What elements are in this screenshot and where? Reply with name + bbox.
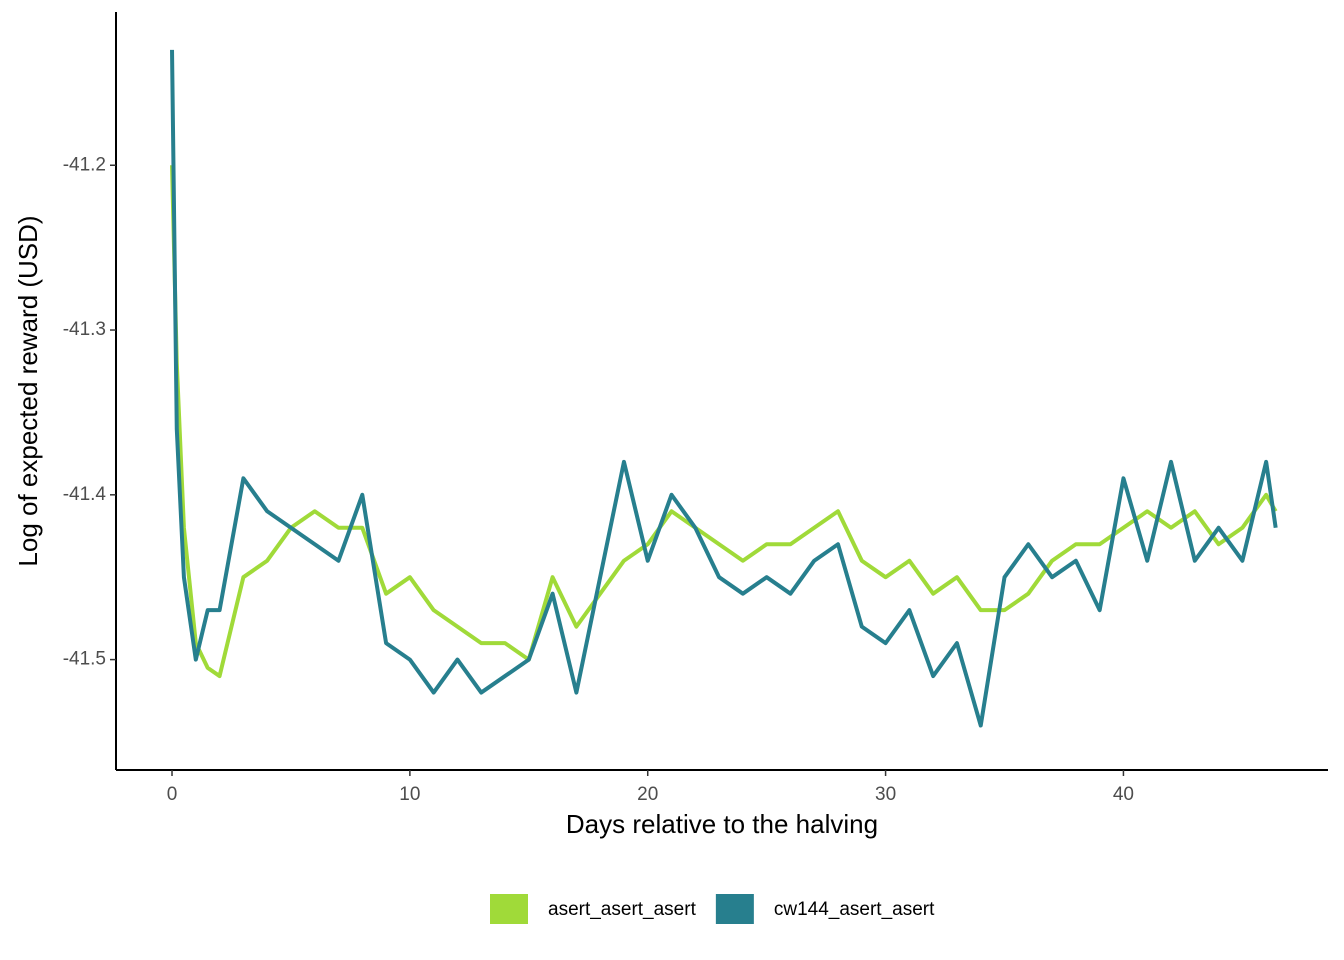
- legend-swatch: [715, 894, 754, 924]
- line: [170, 49, 1278, 728]
- x-tick-label: 10: [399, 784, 420, 805]
- x-axis-label: Days relative to the halving: [566, 809, 878, 839]
- y-tick-label: -41.5: [63, 649, 106, 670]
- line: [170, 165, 1278, 679]
- legend-label: cw144_asert_asert: [774, 899, 935, 920]
- x-tick-label: 30: [875, 784, 896, 805]
- y-tick-label: -41.4: [63, 484, 107, 505]
- x-tick-label: 40: [1113, 784, 1134, 805]
- x-tick-label: 20: [637, 784, 658, 805]
- legend-label: asert_asert_asert: [548, 899, 697, 920]
- x-tick-label: 0: [167, 784, 178, 805]
- y-tick-label: -41.3: [63, 319, 106, 340]
- y-tick-label: -41.2: [63, 154, 106, 175]
- y-axis-label: Log of expected reward (USD): [13, 215, 43, 566]
- legend-swatch: [490, 894, 528, 924]
